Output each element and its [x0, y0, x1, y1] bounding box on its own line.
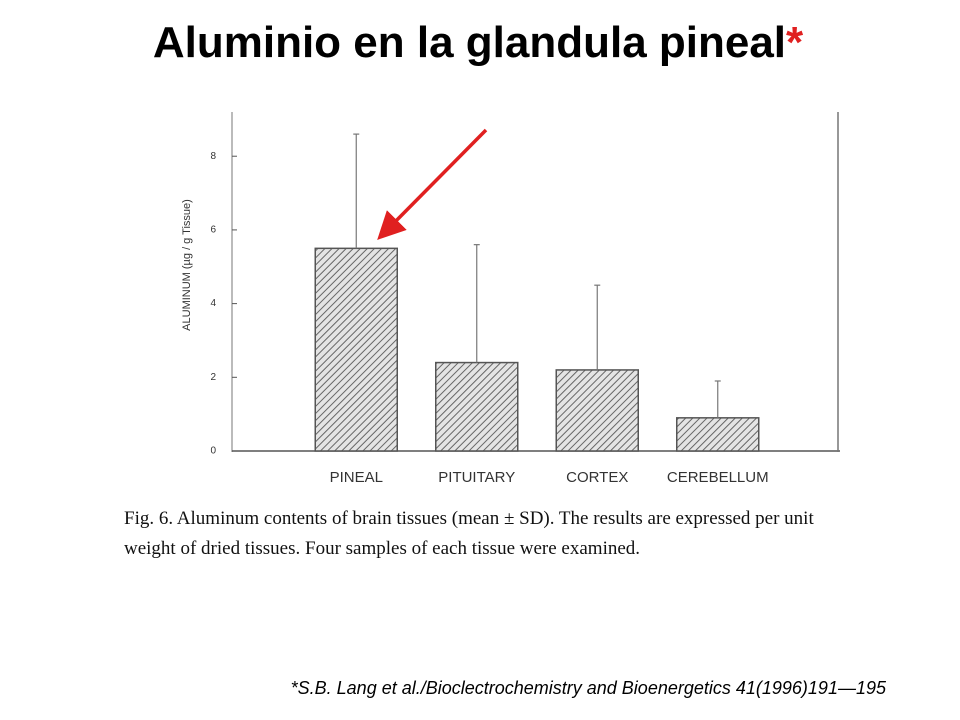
y-tick-label: 6	[210, 225, 216, 236]
x-tick-label: PITUITARY	[438, 469, 515, 486]
bar	[676, 417, 760, 452]
citation: *S.B. Lang et al./Bioclectrochemistry an…	[290, 678, 886, 698]
x-tick-label: CORTEX	[566, 469, 628, 486]
caption: Fig. 6. Aluminum contents of brain tissu…	[124, 508, 814, 559]
x-tick-label: CEREBELLUM	[667, 469, 769, 486]
x-tick-label: PINEAL	[330, 469, 383, 486]
slide-title: Aluminio en la glandula pineal*	[0, 18, 956, 68]
y-tick-label: 4	[210, 298, 216, 309]
y-axis-label: ALUMINUM (µg / g Tissue)	[181, 199, 193, 331]
title-asterisk: *	[786, 18, 804, 67]
y-tick-label: 8	[210, 151, 216, 162]
bar	[435, 361, 519, 452]
title-text: Aluminio en la glandula pineal	[152, 18, 787, 67]
y-tick-label: 0	[210, 446, 216, 457]
bar	[314, 247, 398, 452]
y-tick-label: 2	[210, 372, 216, 383]
bar	[555, 369, 639, 452]
arrow	[377, 128, 488, 240]
